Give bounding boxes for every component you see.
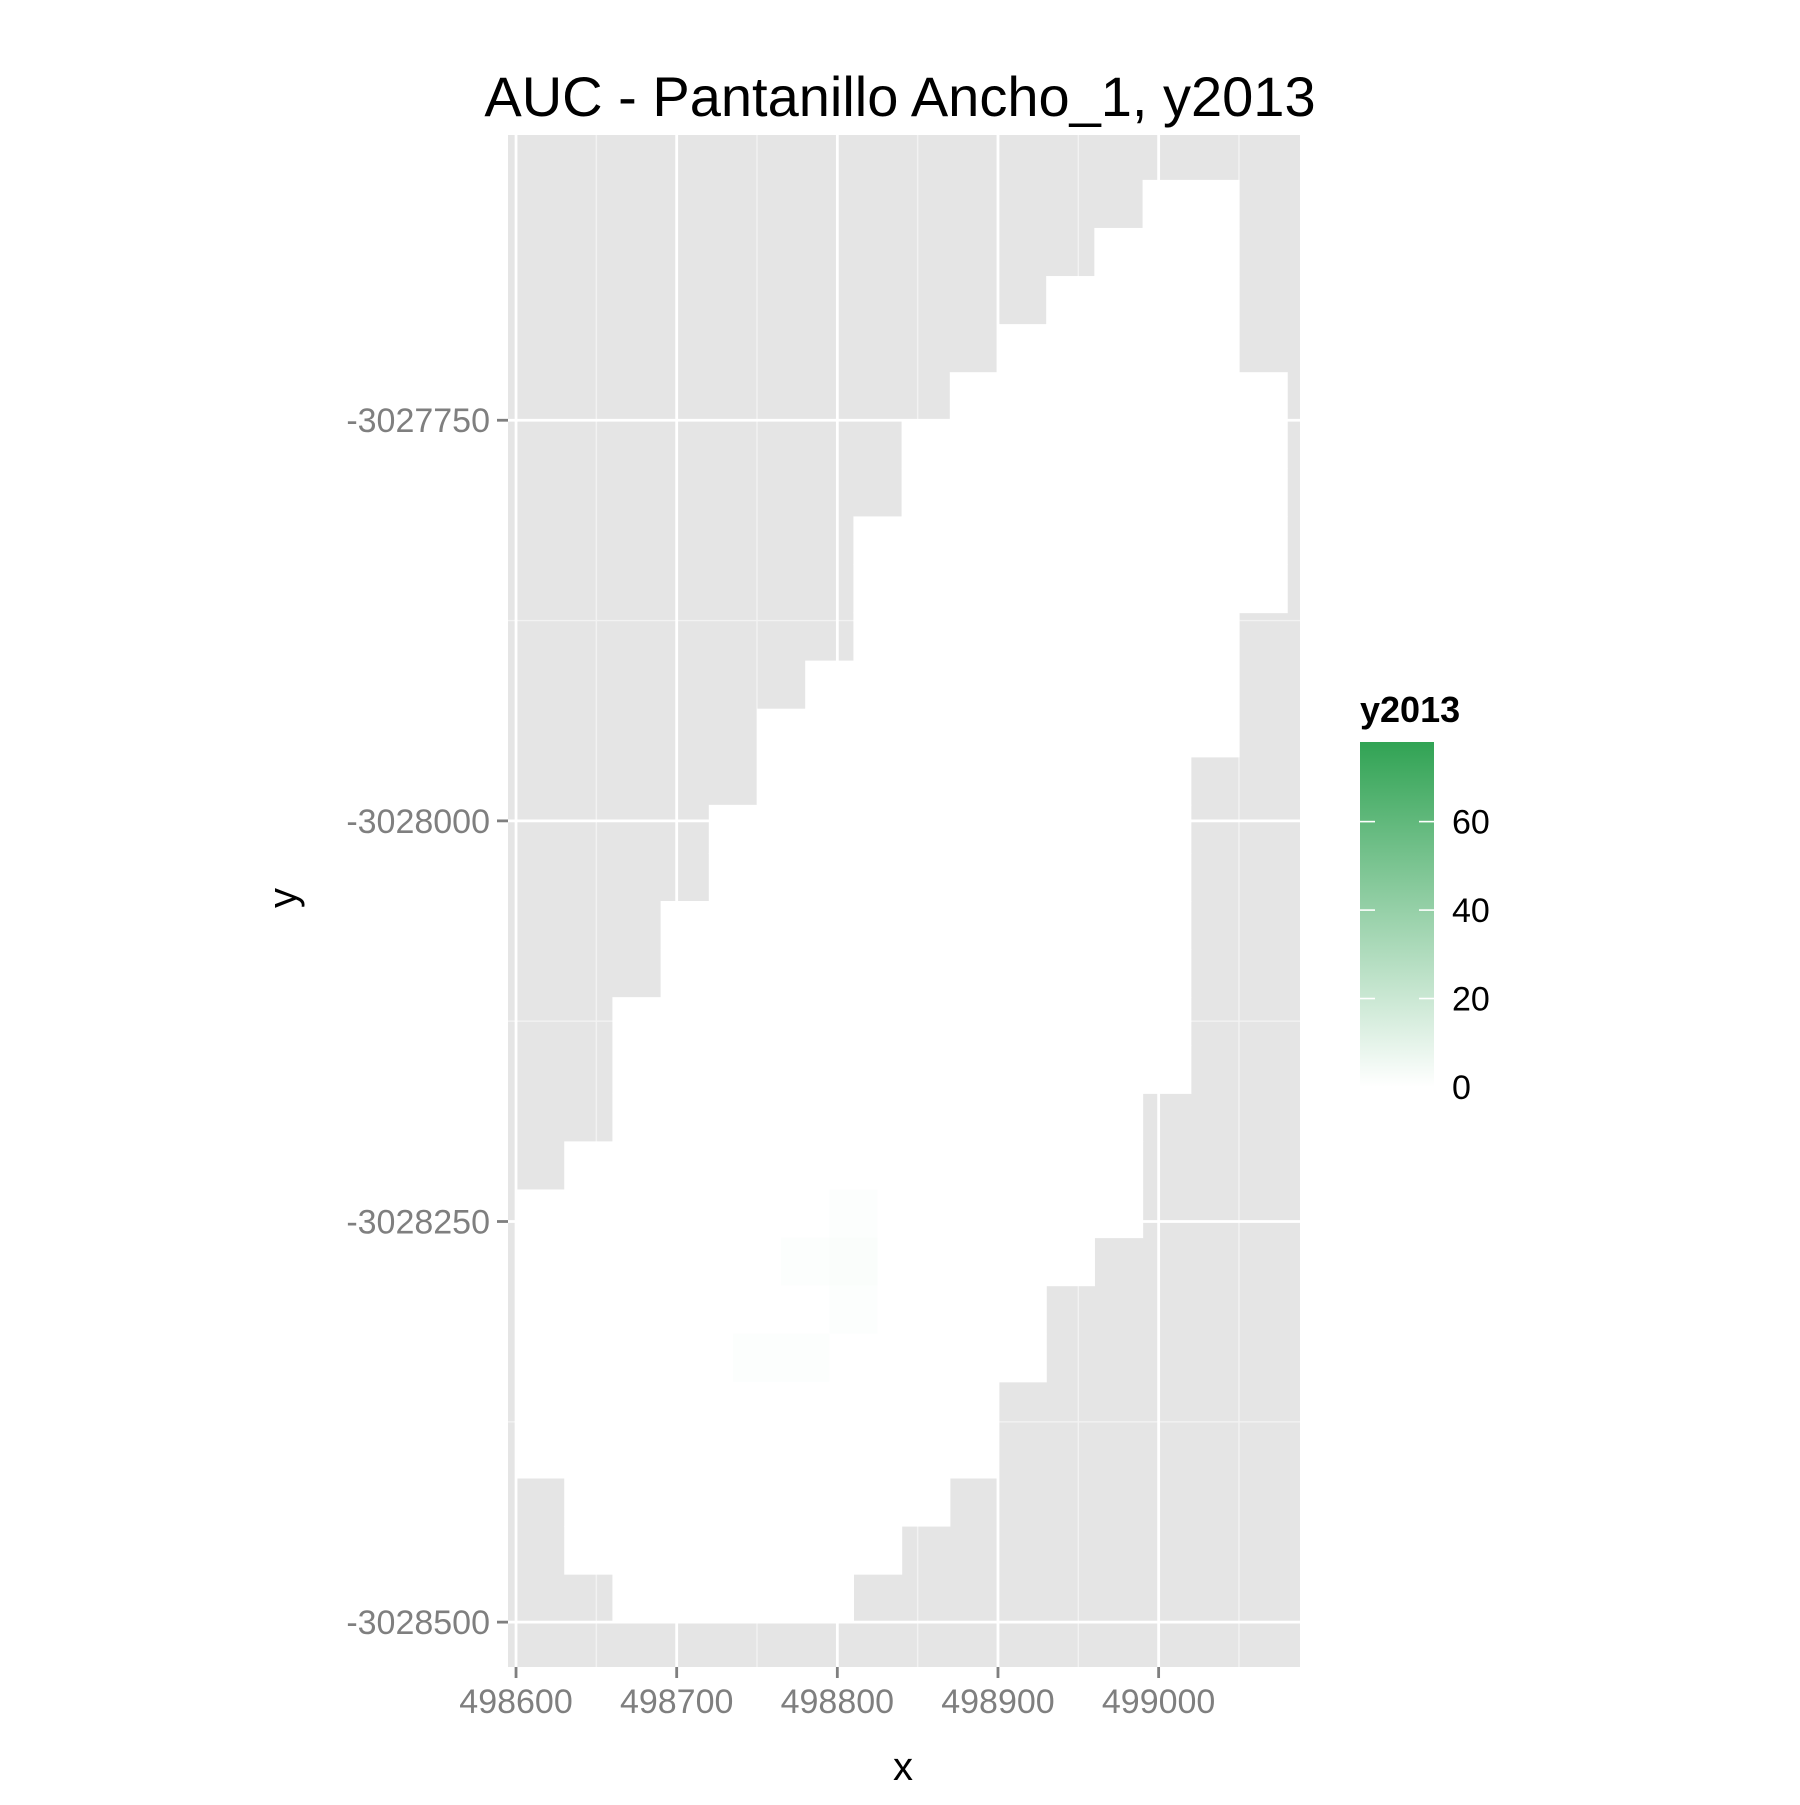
raster-row [564, 1477, 951, 1527]
raster-row [708, 804, 1192, 854]
raster-layer [516, 179, 1288, 1623]
x-tick-label: 498800 [781, 1683, 894, 1721]
raster-row [564, 1141, 1144, 1191]
legend-colorbar [1360, 742, 1434, 1087]
raster-cell [829, 1189, 878, 1238]
legend-tick-label: 20 [1452, 981, 1490, 1019]
legend-ticks: 0 20 40 60 [1360, 804, 1490, 1107]
x-axis-label: x [893, 1745, 913, 1789]
raster-row [901, 420, 1288, 469]
raster-row [1094, 227, 1240, 277]
chart-title: AUC - Pantanillo Ancho_1, y2013 [484, 65, 1315, 128]
raster-row [660, 949, 1192, 998]
raster-row [612, 1093, 1144, 1142]
raster-row [901, 468, 1288, 517]
plot-panel [508, 135, 1300, 1667]
raster-row [805, 660, 1240, 710]
raster-row [516, 1429, 999, 1479]
y-tick-label: -3028000 [346, 803, 490, 841]
y-tick-label: -3027750 [346, 402, 490, 440]
y-tick-label: -3028250 [346, 1204, 490, 1242]
raster-cell [829, 1237, 878, 1286]
y-axis-label: y [261, 888, 305, 908]
raster-row [853, 612, 1240, 662]
legend-tick-label: 0 [1452, 1069, 1471, 1107]
raster-cell [829, 1285, 878, 1334]
raster-row [757, 756, 1192, 806]
raster-row [612, 997, 1192, 1046]
raster-row [949, 372, 1288, 421]
x-axis: 498600 498700 498800 498900 499000 [459, 1667, 1215, 1721]
raster-row [708, 852, 1192, 902]
y-axis: -3027750 -3028000 -3028250 -3028500 [346, 402, 508, 1642]
raster-cell [781, 1237, 830, 1286]
raster-row [853, 516, 1288, 566]
raster-row [853, 564, 1288, 614]
raster-row [516, 1285, 1047, 1335]
x-tick-label: 498900 [941, 1683, 1054, 1721]
raster-row [1142, 179, 1240, 229]
raster-row [612, 1045, 1192, 1094]
x-tick-label: 499000 [1102, 1683, 1215, 1721]
raster-row [660, 901, 1192, 950]
legend-tick-label: 60 [1452, 804, 1490, 842]
raster-row [997, 324, 1240, 373]
raster-row [1046, 276, 1240, 325]
raster-row [564, 1525, 903, 1575]
raster-row [516, 1381, 999, 1431]
raster-cell [732, 1333, 782, 1382]
legend-title: y2013 [1360, 689, 1460, 730]
raster-cell [781, 1333, 830, 1382]
x-tick-label: 498700 [620, 1683, 733, 1721]
y-tick-label: -3028500 [346, 1604, 490, 1642]
x-tick-label: 498600 [459, 1683, 572, 1721]
raster-row [757, 708, 1240, 758]
legend: y2013 0 20 40 60 [1360, 689, 1490, 1107]
legend-tick-label: 40 [1452, 892, 1490, 930]
raster-row [612, 1574, 854, 1623]
